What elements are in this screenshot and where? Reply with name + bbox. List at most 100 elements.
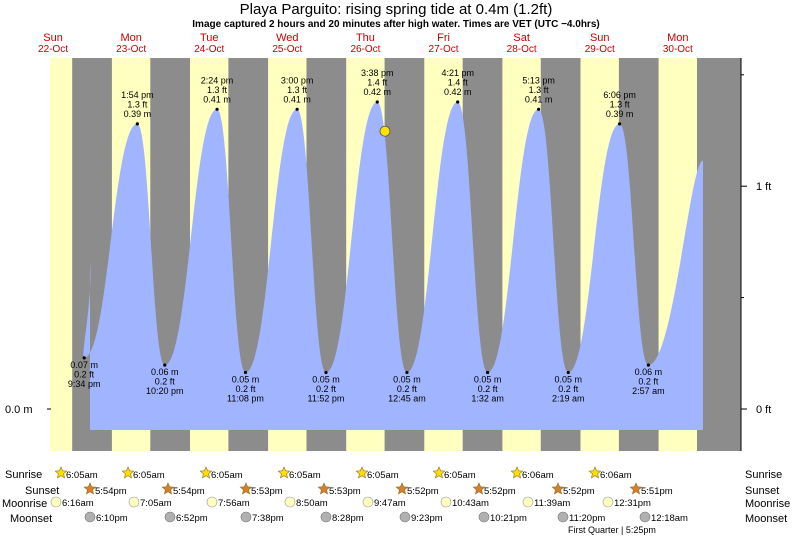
moonset-icon: [84, 511, 96, 523]
day-date: 28-Oct: [507, 44, 537, 55]
moonset-time: 12:18am: [651, 513, 688, 524]
moonset-icon: [557, 511, 569, 523]
tide-label: 2:57 am: [632, 386, 665, 396]
day-date: 30-Oct: [663, 44, 693, 55]
moonrise-icon: [128, 496, 140, 508]
tide-point: [295, 107, 299, 111]
sunrise-time: 6:05am: [289, 470, 321, 481]
moonrise-icon: [284, 496, 296, 508]
tide-point: [215, 107, 219, 111]
tide-label: 0.2 ft: [74, 369, 95, 379]
tide-label: 0.42 m: [444, 87, 472, 97]
tide-point: [324, 370, 328, 375]
tide-point: [82, 356, 86, 360]
moonrise-icon: [362, 496, 374, 508]
day-name: Mon: [120, 32, 141, 44]
tide-label: 1.3 ft: [127, 99, 148, 109]
sunrise-time: 6:05am: [367, 470, 399, 481]
tide-point: [135, 122, 139, 126]
sunrise-label-left: Sunrise: [5, 469, 42, 481]
moonrise-time: 7:05am: [140, 498, 172, 509]
sunset-star-icon: [83, 482, 97, 495]
sunset-time: 5:52pm: [484, 486, 516, 497]
tide-label: 3:38 pm: [361, 68, 394, 78]
tide-label: 0.2 ft: [235, 384, 256, 394]
tide-label: 0.2 ft: [558, 384, 579, 394]
sunset-star-icon: [395, 482, 409, 495]
tide-label: 1.3 ft: [207, 85, 228, 95]
sunrise-star-icon: [199, 466, 213, 479]
day-date: 26-Oct: [350, 44, 380, 55]
sunset-star-icon: [551, 482, 565, 495]
right-axis-label: 1 ft: [756, 181, 771, 193]
chart-subtitle: Image captured 2 hours and 20 minutes af…: [192, 19, 599, 30]
tide-label: 3:00 pm: [281, 75, 314, 85]
tide-point: [485, 370, 490, 375]
moonset-icon: [639, 511, 651, 523]
moonset-icon: [320, 511, 332, 523]
sunrise-star-icon: [277, 466, 291, 479]
tide-label: 0.05 m: [393, 374, 421, 384]
tide-point: [456, 100, 460, 104]
tide-label: 6:06 pm: [603, 90, 636, 100]
tide-label: 0.2 ft: [155, 377, 176, 387]
moonrise-icon: [206, 496, 218, 508]
day-date: 22-Oct: [38, 44, 68, 55]
tide-area: [83, 102, 704, 430]
day-date: 24-Oct: [194, 44, 224, 55]
chart-header: Playa Parguito: rising spring tide at 0.…: [192, 1, 599, 30]
day-name: Tue: [200, 32, 219, 44]
tide-label: 1:32 am: [471, 393, 504, 403]
moonrise-time: 6:16am: [62, 498, 94, 509]
day-name: Mon: [667, 32, 688, 44]
moonrise-time: 10:43am: [452, 498, 489, 509]
tide-label: 0.06 m: [151, 367, 179, 377]
day-date: 25-Oct: [272, 44, 302, 55]
tide-label: 0.06 m: [635, 367, 663, 377]
tide-label: 0.05 m: [554, 374, 582, 384]
axes: 0.0 m 1 ft 0 ft: [5, 58, 771, 451]
moon-phase: First Quarter | 5:25pm: [568, 525, 656, 535]
moonset-time: 9:23pm: [411, 513, 443, 524]
sunset-label-right: Sunset: [745, 485, 779, 497]
tide-label: 0.39 m: [606, 109, 634, 119]
tide-label: 11:08 pm: [227, 393, 264, 403]
sunrise-time: 6:05am: [66, 470, 98, 481]
sunrise-star-icon: [355, 466, 369, 479]
moonrise-icon: [522, 496, 534, 508]
day-name: Sat: [513, 32, 530, 44]
chart-title: Playa Parguito: rising spring tide at 0.…: [240, 1, 553, 18]
day-name: Sun: [590, 32, 610, 44]
sunrise-star-icon: [510, 466, 524, 479]
day-date: 29-Oct: [585, 44, 615, 55]
moonset-time: 10:21pm: [490, 513, 527, 524]
day-name: Sun: [43, 32, 63, 44]
sunset-time: 5:53pm: [329, 486, 361, 497]
moonset-icon: [478, 511, 490, 523]
tide-point: [566, 370, 570, 375]
moonrise-icon: [602, 496, 614, 508]
tide-label: 9:34 pm: [68, 379, 101, 389]
tide-label: 1.3 ft: [610, 99, 631, 109]
tide-label: 4:21 pm: [441, 68, 474, 78]
sunrise-time: 6:06am: [522, 470, 554, 481]
day-name: Fri: [437, 32, 450, 44]
day-date: 23-Oct: [116, 44, 146, 55]
tide-label: 0.05 m: [474, 374, 502, 384]
day-name: Wed: [276, 32, 298, 44]
tide-label: 1.3 ft: [287, 85, 308, 95]
tide-point: [375, 100, 379, 104]
tide-label: 2:24 pm: [201, 75, 234, 85]
moonrise-time: 9:47am: [374, 498, 406, 509]
moonset-time: 11:20pm: [569, 513, 605, 524]
sunrise-time: 6:05am: [211, 470, 243, 481]
tide-label: 0.2 ft: [316, 384, 337, 394]
tide-curve: [83, 102, 704, 430]
daylight-band: [50, 58, 73, 451]
day-labels: Sun22-OctMon23-OctTue24-OctWed25-OctThu2…: [38, 32, 693, 55]
sunrise-star-icon: [121, 466, 135, 479]
tide-point: [163, 363, 167, 367]
moonrise-label-right: Moonrise: [745, 498, 790, 510]
sunset-time: 5:52pm: [563, 486, 595, 497]
